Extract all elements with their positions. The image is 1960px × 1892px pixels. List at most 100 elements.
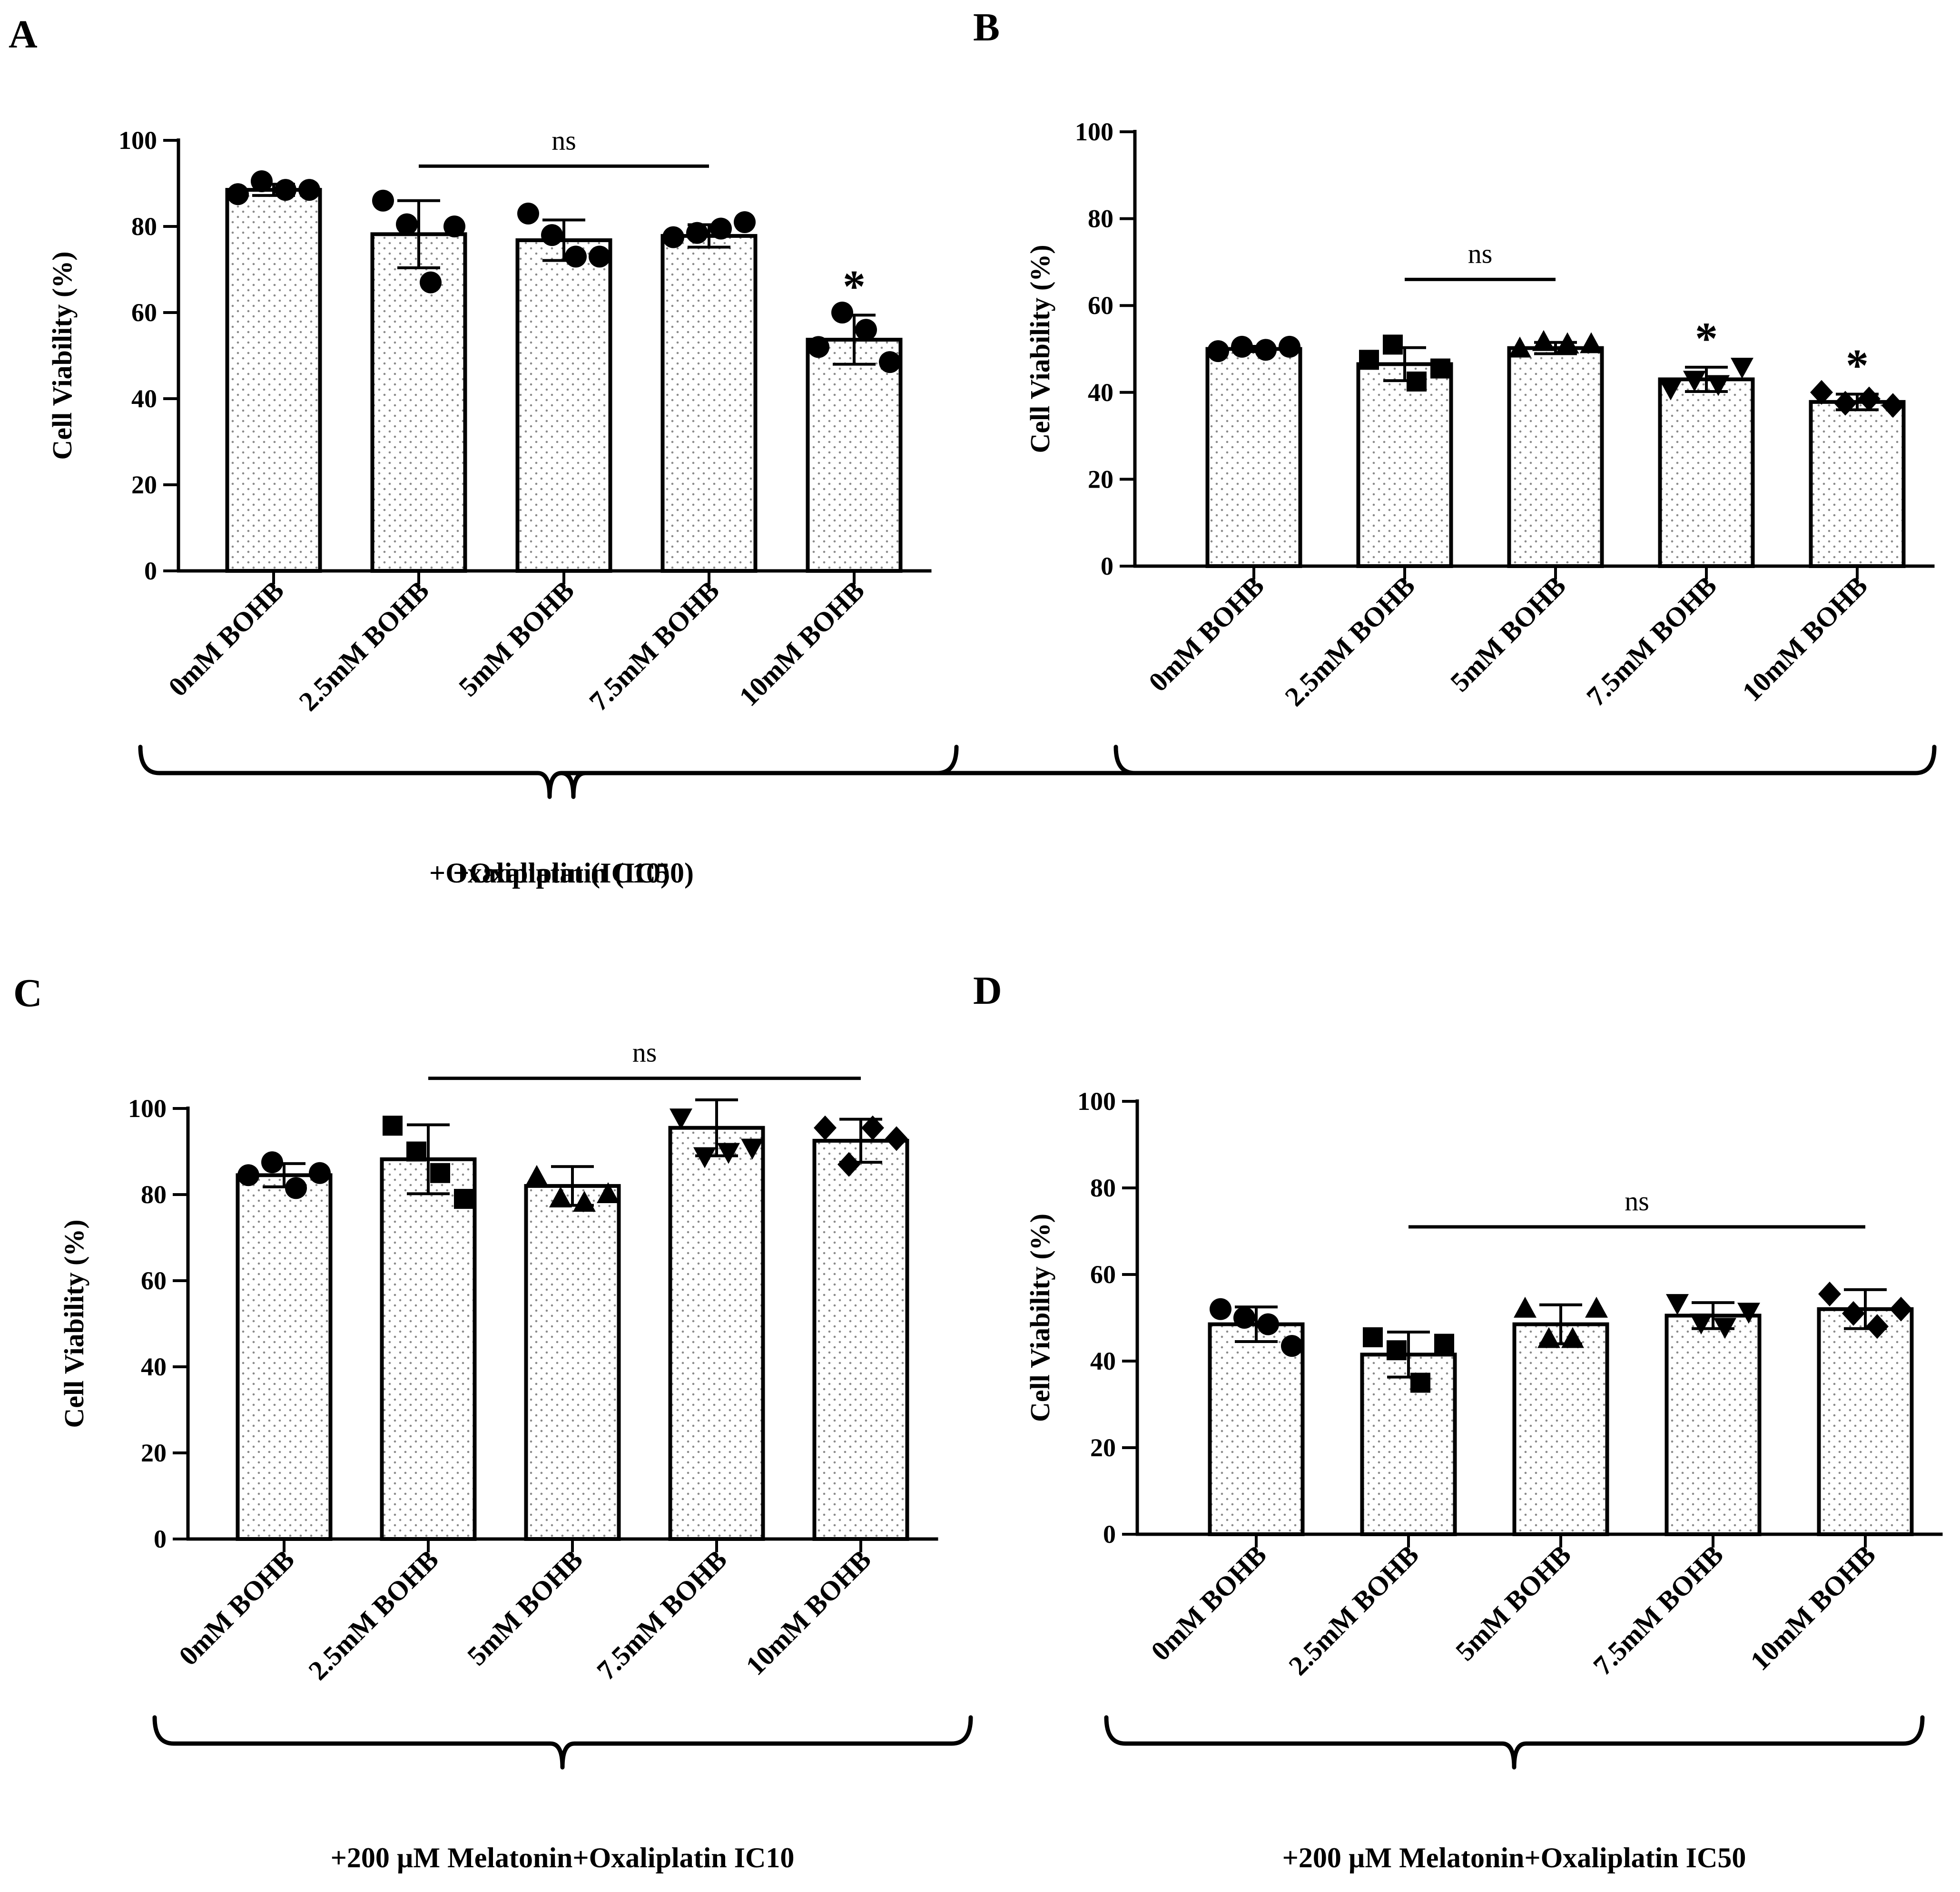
y-tick-label-5: 100 <box>118 126 157 155</box>
data-point-1-3 <box>1255 339 1277 361</box>
bar-4 <box>1665 1314 1762 1536</box>
data-point-2-1 <box>1359 350 1379 370</box>
panel-letter: A <box>9 12 38 57</box>
significance-star-5: * <box>1846 340 1869 391</box>
data-point-2-4 <box>1434 1333 1454 1354</box>
bar-5 <box>1809 400 1906 568</box>
y-tick-label-2: 40 <box>1090 1347 1116 1375</box>
error-bar-2 <box>397 199 440 269</box>
y-tick-label-3: 60 <box>141 1266 167 1295</box>
x-tick-label-1: 0mM BOHB <box>173 1544 300 1671</box>
y-tick-label-0: 0 <box>144 557 157 585</box>
data-point-2-1 <box>383 1116 403 1136</box>
data-point-1-1 <box>227 183 249 206</box>
x-tick-label-1: 0mM BOHB <box>1143 570 1270 697</box>
y-axis-label: Cell Viability (%) <box>1024 1214 1055 1422</box>
data-point-5-1 <box>1810 380 1833 405</box>
ns-label: ns <box>552 125 576 156</box>
treatment-brace <box>561 745 1937 799</box>
data-point-5-1 <box>814 1115 837 1140</box>
error-bar-1 <box>1235 1305 1278 1343</box>
data-point-4-1 <box>662 226 684 248</box>
data-point-3-3 <box>1556 332 1579 353</box>
x-tick-label-3: 5mM BOHB <box>1444 570 1572 697</box>
x-tick-label-3: 5mM BOHB <box>1449 1539 1577 1667</box>
y-axis-label: Cell Viability (%) <box>59 1219 89 1428</box>
data-point-1-1 <box>237 1164 259 1186</box>
data-point-5-3 <box>1866 1314 1889 1339</box>
treatment-label: +Oxaliplatin (IC50) <box>453 857 694 889</box>
y-tick-label-4: 80 <box>1090 1174 1116 1202</box>
x-tick-label-1: 0mM BOHB <box>1145 1539 1272 1667</box>
data-point-4-2 <box>693 1147 716 1168</box>
data-point-2-2 <box>406 1141 426 1162</box>
data-point-2-2 <box>1387 1340 1407 1361</box>
ns-label: ns <box>1625 1186 1649 1216</box>
bar-3 <box>1507 346 1604 568</box>
treatment-brace <box>1104 1715 1925 1770</box>
y-tick-label-4: 80 <box>141 1180 167 1209</box>
x-tick-label-2: 2.5mM BOHB <box>1282 1539 1425 1681</box>
y-tick-label-3: 60 <box>1090 1260 1116 1289</box>
data-point-1-2 <box>261 1151 283 1174</box>
x-tick-label-5: 10mM BOHB <box>1736 570 1874 707</box>
data-point-3-1 <box>1508 336 1531 358</box>
data-point-2-3 <box>1410 1372 1430 1393</box>
error-bar-2 <box>407 1123 450 1196</box>
x-tick-label-2: 2.5mM BOHB <box>293 575 435 717</box>
y-tick-label-5: 100 <box>1077 1087 1116 1116</box>
data-point-2-4 <box>454 1189 474 1209</box>
data-point-4-3 <box>710 217 732 240</box>
data-point-4-4 <box>1731 358 1753 379</box>
data-point-4-3 <box>1707 375 1730 396</box>
y-tick-label-2: 40 <box>1088 378 1113 407</box>
x-tick-label-4: 7.5mM BOHB <box>583 575 725 717</box>
data-point-4-2 <box>1683 371 1706 392</box>
data-point-2-4 <box>443 216 465 237</box>
data-point-1-3 <box>285 1177 307 1199</box>
data-point-2-2 <box>396 213 418 235</box>
significance-star-4: * <box>1695 313 1718 364</box>
data-point-2-1 <box>1363 1327 1383 1347</box>
panel-c: C Cell Viability (%) 0mM BOHB 2.5mM BOHB 5mM… <box>13 971 973 1873</box>
bar-5 <box>1817 1307 1914 1537</box>
y-tick-label-1: 20 <box>131 471 157 499</box>
data-point-5-4 <box>879 351 901 373</box>
treatment-label: +Oxaliplatin (IC10) <box>429 857 670 889</box>
bar-2 <box>1360 1353 1457 1537</box>
data-point-5-4 <box>1890 1296 1912 1322</box>
x-tick-label-2: 2.5mM BOHB <box>302 1544 444 1686</box>
data-point-2-3 <box>420 271 442 294</box>
data-point-3-4 <box>1580 332 1603 353</box>
bar-1 <box>1208 1322 1305 1536</box>
bar-3 <box>515 238 612 573</box>
panel-letter: C <box>13 971 42 1015</box>
data-point-3-4 <box>597 1182 620 1203</box>
data-point-3-3 <box>573 1191 596 1212</box>
y-tick-label-3: 60 <box>131 298 157 327</box>
data-point-1-2 <box>1231 335 1253 358</box>
data-point-1-2 <box>251 170 273 192</box>
y-tick-label-5: 100 <box>1075 118 1113 146</box>
y-tick-label-2: 40 <box>131 384 157 413</box>
data-point-5-1 <box>1818 1281 1841 1306</box>
data-point-2-4 <box>1430 358 1450 379</box>
bar-4 <box>1658 377 1755 568</box>
y-axis-label: Cell Viability (%) <box>47 251 78 460</box>
data-point-1-2 <box>1233 1307 1255 1329</box>
x-tick-label-5: 10mM BOHB <box>733 575 871 712</box>
data-point-5-2 <box>1834 391 1857 416</box>
y-tick-label-4: 80 <box>1088 205 1113 233</box>
data-point-3-1 <box>1514 1296 1536 1318</box>
x-tick-label-3: 5mM BOHB <box>453 575 580 702</box>
data-point-2-2 <box>1383 334 1403 355</box>
data-point-3-2 <box>541 224 563 246</box>
y-tick-label-4: 80 <box>131 212 157 241</box>
panel-a: A Cell Viability (%) 0mM BOHB 2.5mM BOHB 5mM… <box>9 12 959 889</box>
data-point-1-4 <box>298 179 320 201</box>
y-tick-label-0: 0 <box>1103 1520 1116 1549</box>
panel-d: D Cell Viability (%) 0mM BOHB 2.5mM BOHB 5mM… <box>973 969 1943 1873</box>
x-tick-label-5: 10mM BOHB <box>740 1544 877 1681</box>
x-tick-label-2: 2.5mM BOHB <box>1279 570 1421 712</box>
